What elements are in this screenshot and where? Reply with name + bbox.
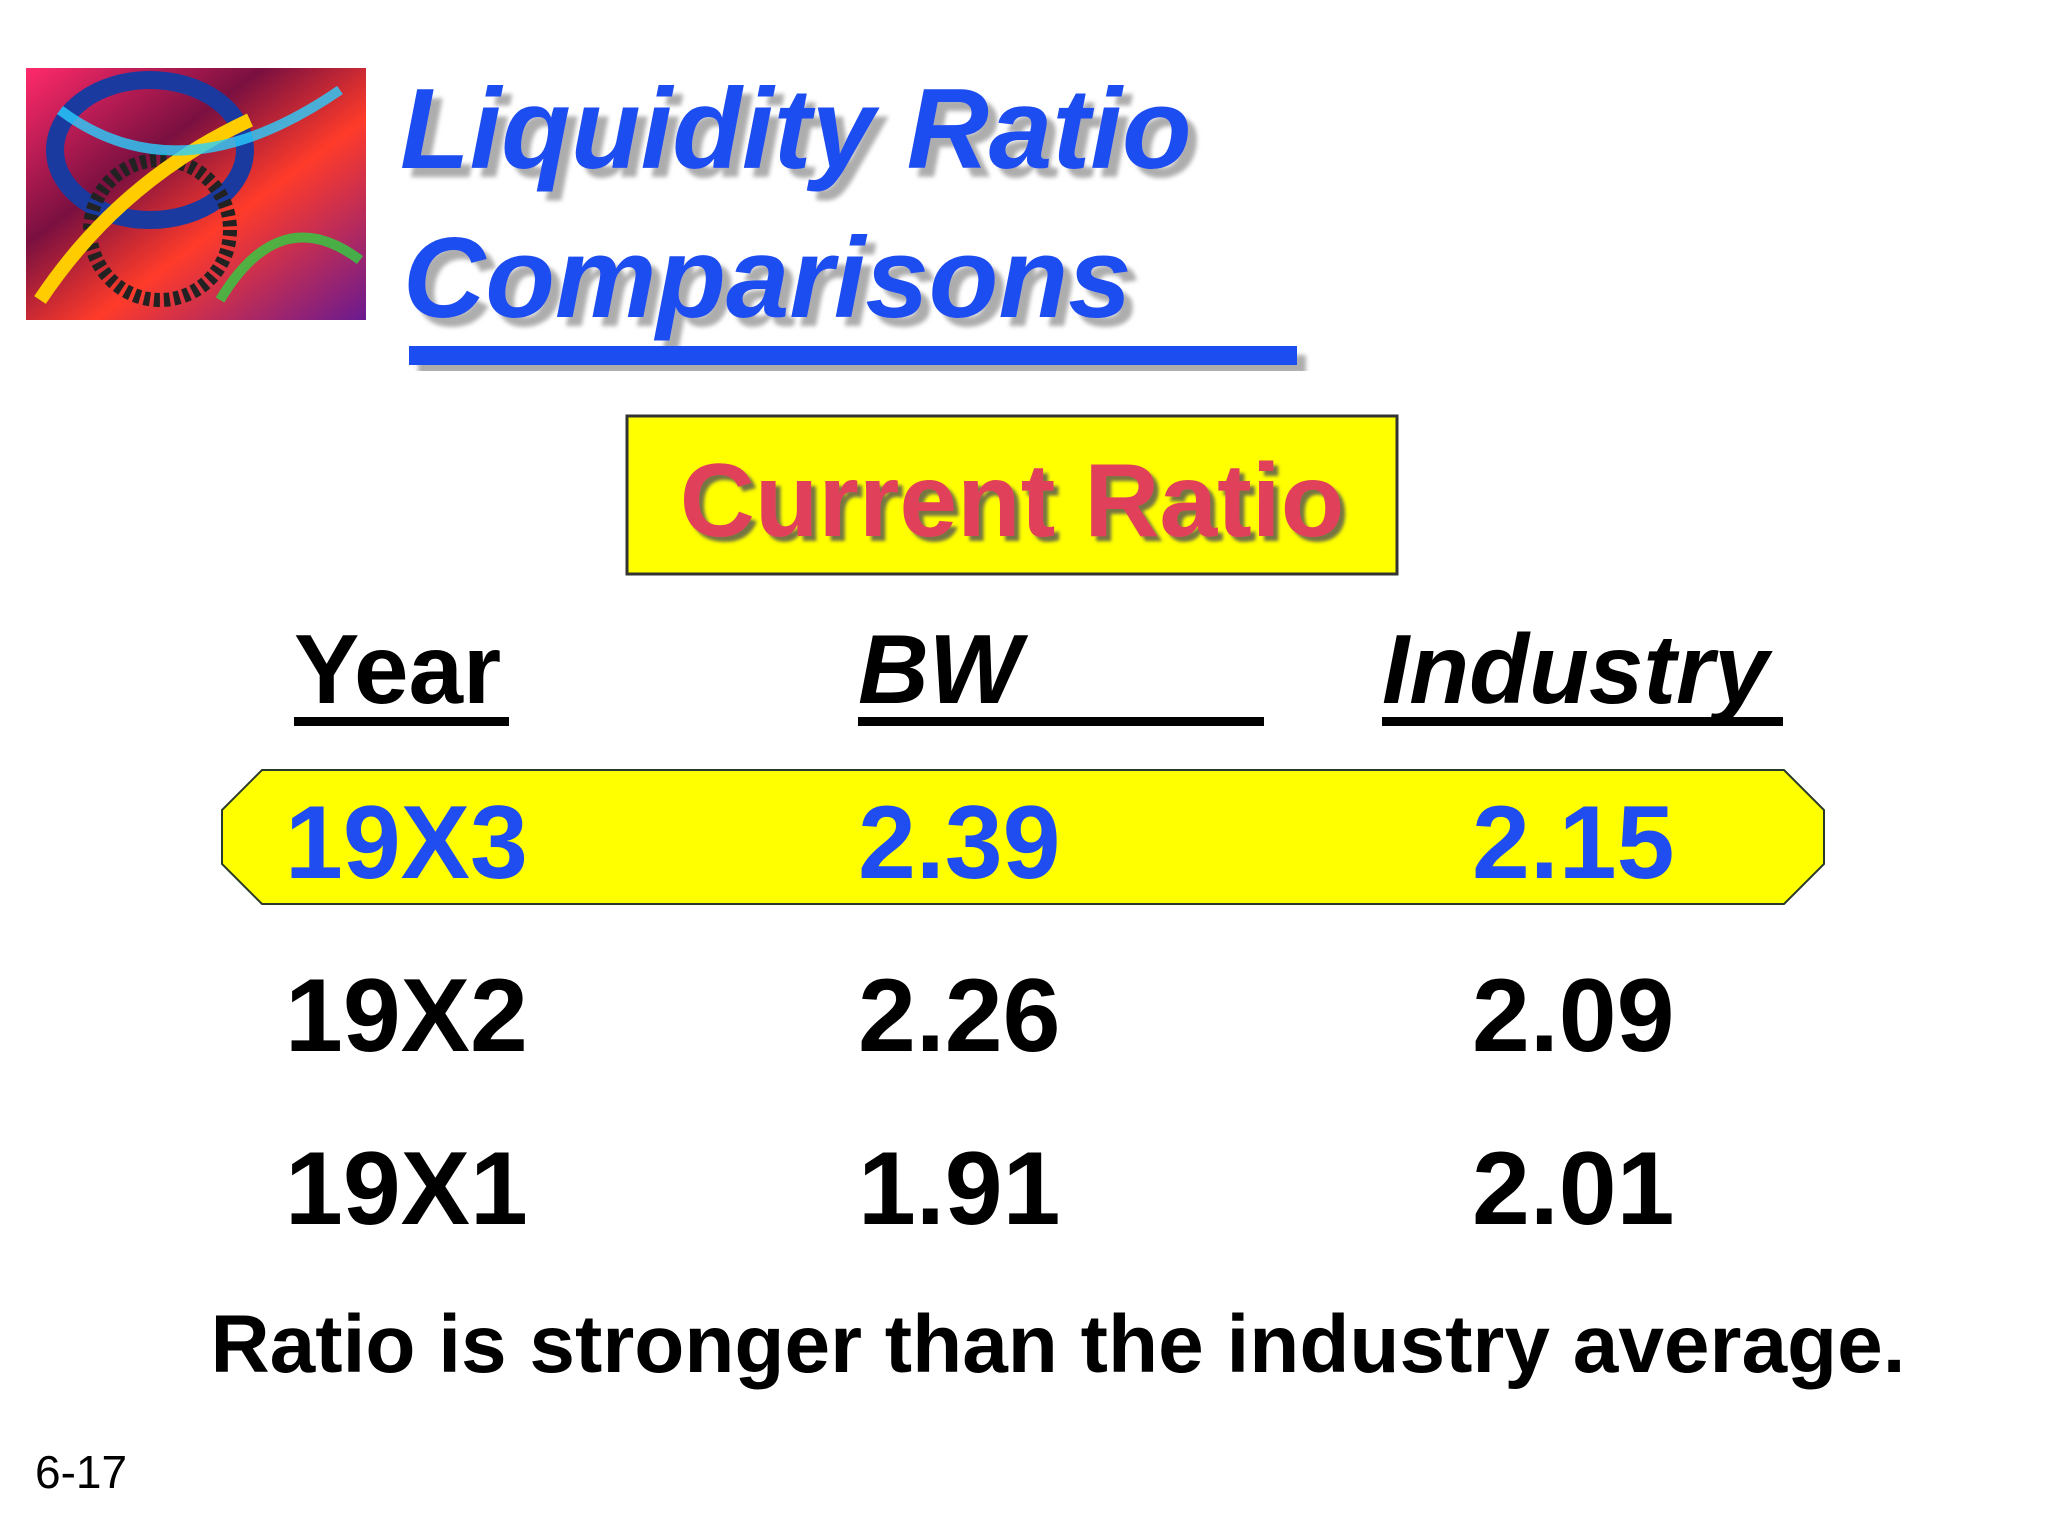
subtitle: Current Ratio: [680, 443, 1344, 559]
slide-number: 6-17: [35, 1446, 127, 1498]
table-cell: 2.26: [858, 958, 1060, 1074]
title-underline: [409, 346, 1297, 365]
table-cell: 19X1: [285, 1131, 528, 1247]
row-highlight: [221, 769, 1825, 905]
table-cell: 19X2: [285, 958, 528, 1074]
column-header: Year: [294, 614, 501, 724]
table-cell: 1.91: [858, 1131, 1060, 1247]
table-cell: 2.15: [1472, 785, 1674, 901]
column-header: BW: [858, 614, 1029, 724]
table-cell: 2.01: [1472, 1131, 1674, 1247]
header-underlines: [294, 717, 1783, 726]
table-cell: 19X3: [285, 785, 528, 901]
title-line: Comparisons: [403, 215, 1131, 342]
table-cell: 2.09: [1472, 958, 1674, 1074]
thumbnail-image: [26, 68, 366, 320]
subtitle-box: [625, 414, 1399, 576]
table-cell: 2.39: [858, 785, 1060, 901]
title-line: Liquidity Ratio: [400, 66, 1192, 193]
conclusion: Ratio is stronger than the industry aver…: [210, 1299, 1905, 1390]
column-header: Industry: [1382, 614, 1773, 724]
